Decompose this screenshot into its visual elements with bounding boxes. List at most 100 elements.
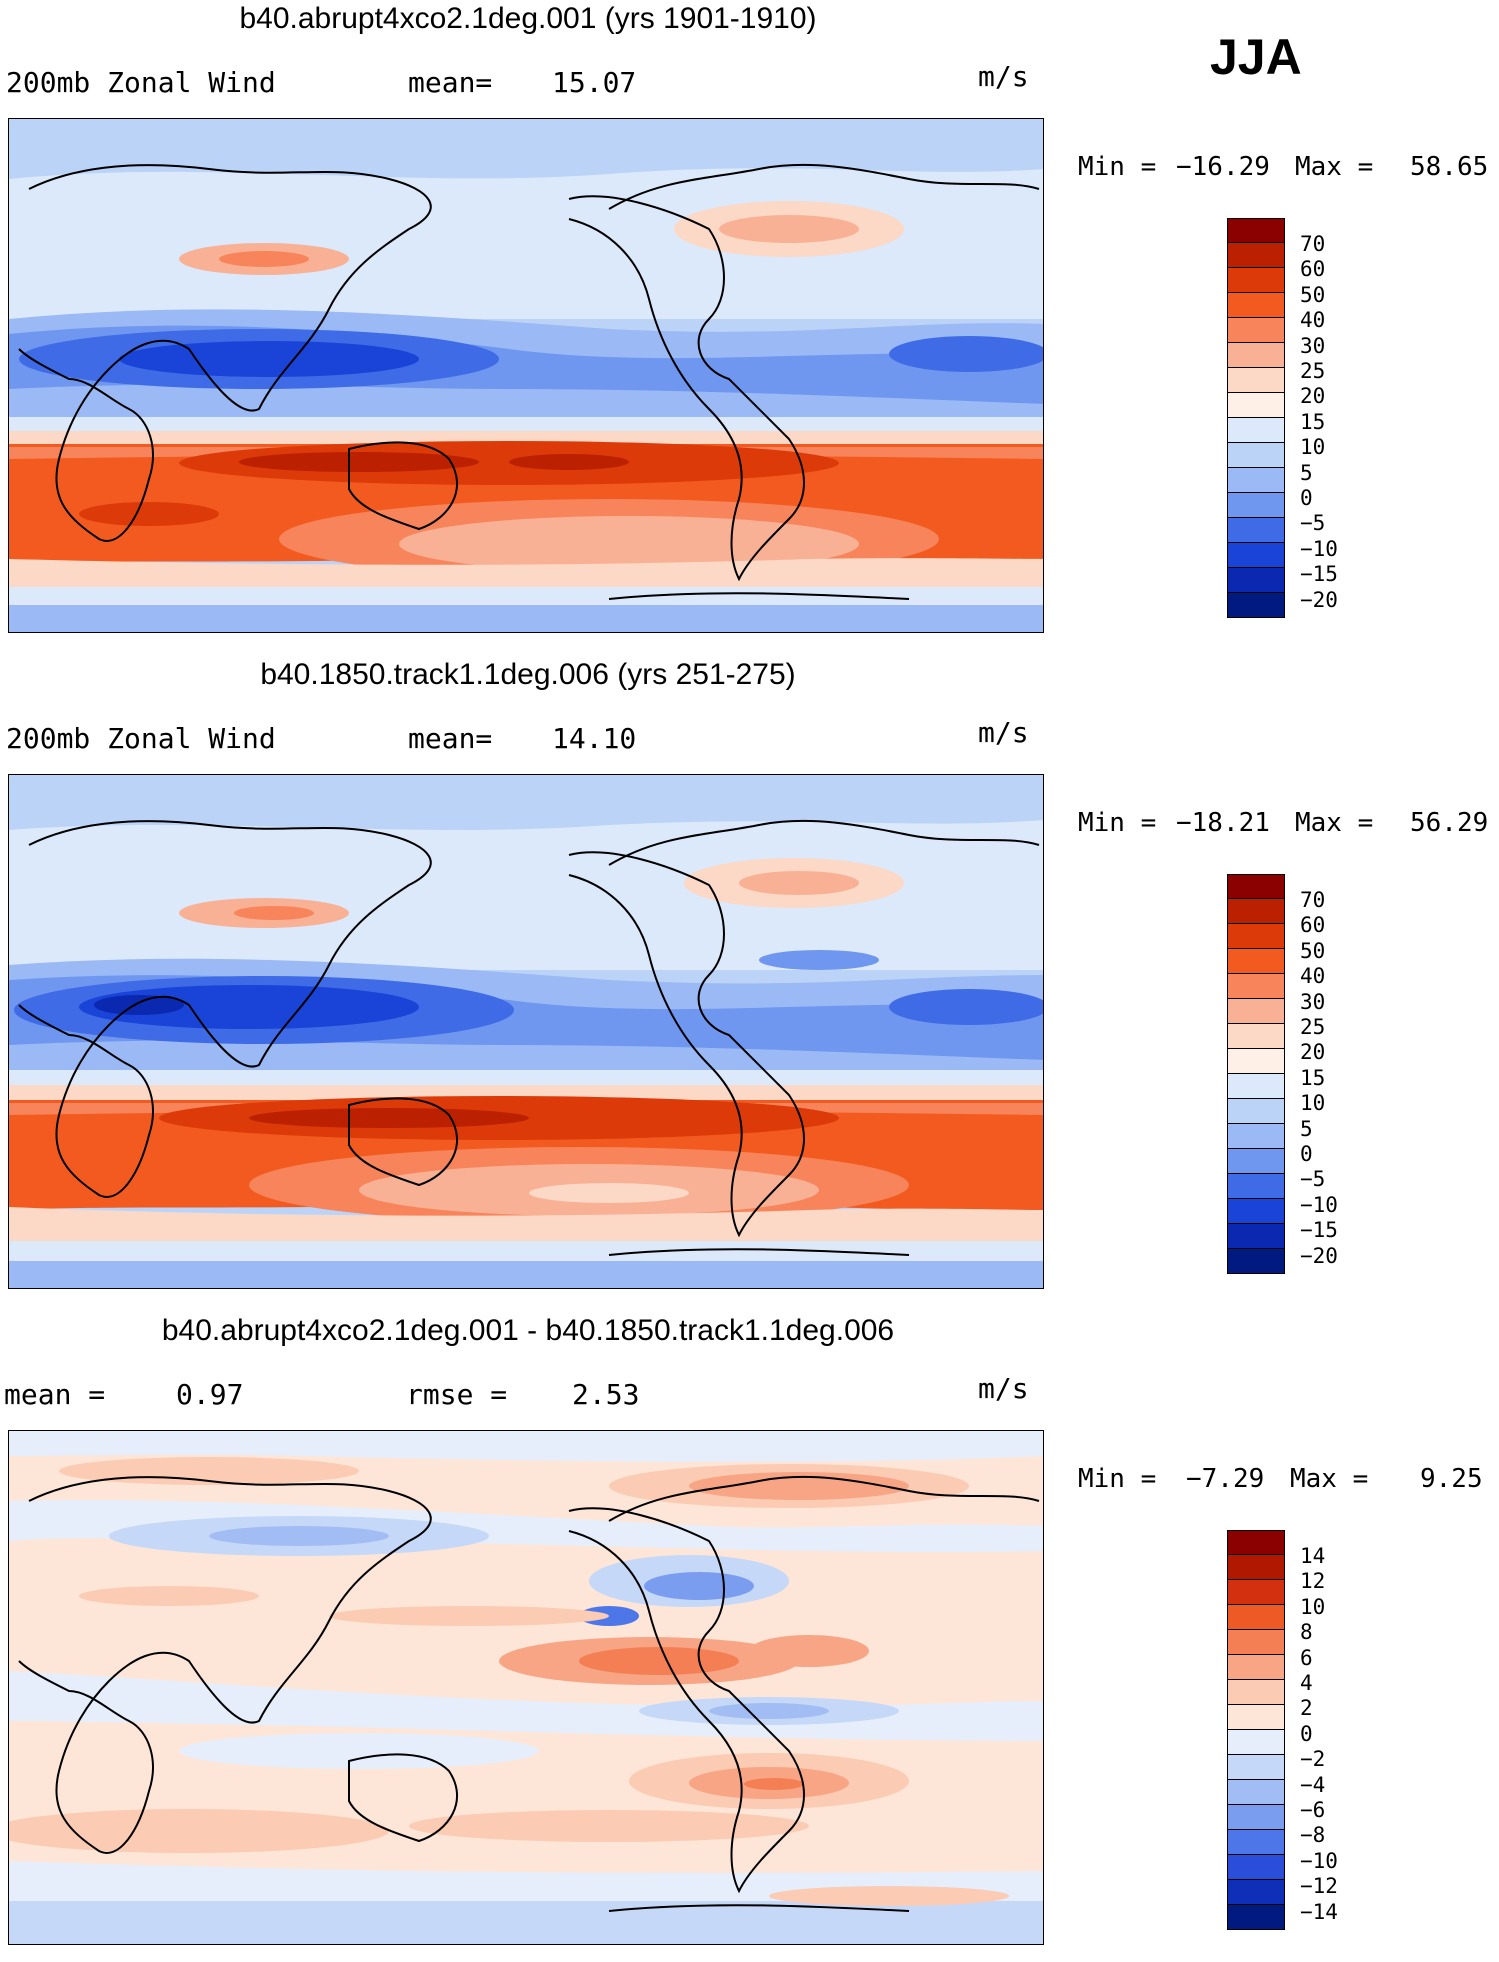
colorbar-swatch [1227,1730,1285,1755]
colorbar-swatch [1227,318,1285,343]
colorbar-swatch [1227,1024,1285,1049]
colorbar-label: 5 [1300,1116,1313,1141]
colorbar-label: −10 [1300,1848,1338,1873]
map-abrupt4xco2 [8,118,1044,633]
panel1-mean-value: 15.07 [552,66,637,99]
panel3-mean-label: mean = [4,1378,106,1411]
colorbar-swatch [1227,293,1285,318]
colorbar-swatch [1227,1805,1285,1830]
panel3-units: m/s [978,1372,1029,1405]
colorbar-swatch [1227,1555,1285,1580]
colorbar-label: 40 [1300,308,1326,333]
colorbar-label: −10 [1300,536,1338,561]
colorbar-label: 70 [1300,888,1326,912]
colorbar-swatch [1227,1530,1285,1555]
panel1-max-label: Max = [1295,152,1374,182]
colorbar-swatch [1227,899,1285,924]
panel1-max-value: 58.65 [1410,152,1489,182]
colorbar-label: 10 [1300,1594,1326,1619]
colorbar-label: 2 [1300,1696,1313,1721]
colorbar-swatch [1227,1149,1285,1174]
colorbar-label: 4 [1300,1671,1313,1695]
colorbar-label: 70 [1300,232,1326,256]
panel2-colorbar [1227,874,1285,1274]
colorbar-label: −12 [1300,1874,1338,1899]
colorbar-swatch [1227,1074,1285,1099]
panel3-min-label: Min = [1078,1464,1157,1494]
panel1-title: b40.abrupt4xco2.1deg.001 (yrs 1901-1910) [239,2,817,35]
colorbar-label: 0 [1300,1142,1313,1166]
colorbar-swatch [1227,1655,1285,1680]
colorbar-swatch [1227,1174,1285,1199]
colorbar-label: −6 [1300,1798,1326,1822]
colorbar-label: 0 [1300,1721,1313,1746]
colorbar-label: 20 [1300,1040,1326,1065]
colorbar-swatch [1227,1124,1285,1149]
colorbar-swatch [1227,268,1285,293]
colorbar-label: 50 [1300,938,1326,963]
colorbar-label: 30 [1300,333,1326,358]
colorbar-swatch [1227,1249,1285,1274]
colorbar-label: 25 [1300,359,1326,383]
colorbar-label: −2 [1300,1747,1326,1772]
colorbar-label: 10 [1300,435,1326,460]
panel2-max-value: 56.29 [1410,808,1489,838]
colorbar-label: −4 [1300,1772,1326,1797]
colorbar-swatch [1227,1855,1285,1880]
panel1-colorbar [1227,218,1285,618]
colorbar-label: 6 [1300,1645,1313,1670]
colorbar-label: −14 [1300,1899,1338,1924]
colorbar-label: 50 [1300,282,1326,307]
colorbar-swatch [1227,443,1285,468]
colorbar-swatch [1227,1705,1285,1730]
panel3-mean-value: 0.97 [176,1378,244,1411]
colorbar-label: −5 [1300,1167,1326,1192]
panel2-units: m/s [978,716,1029,749]
colorbar-label: 8 [1300,1620,1313,1645]
panel1-min-value: −16.29 [1176,152,1270,182]
panel2-mean-value: 14.10 [552,722,637,755]
colorbar-swatch [1227,418,1285,443]
panel3-max-value: 9.25 [1420,1464,1483,1494]
panel2-min-label: Min = [1078,808,1157,838]
colorbar-label: −15 [1300,1218,1338,1243]
colorbar-swatch [1227,543,1285,568]
colorbar-label: 60 [1300,257,1326,282]
colorbar-swatch [1227,1880,1285,1905]
colorbar-swatch [1227,1099,1285,1124]
map-difference [8,1430,1044,1945]
colorbar-swatch [1227,343,1285,368]
colorbar-swatch [1227,999,1285,1024]
colorbar-swatch [1227,974,1285,999]
colorbar-swatch [1227,924,1285,949]
season-label: JJA [1210,29,1302,85]
colorbar-label: 14 [1300,1544,1326,1568]
colorbar-swatch [1227,393,1285,418]
colorbar-swatch [1227,518,1285,543]
colorbar-swatch [1227,874,1285,899]
colorbar-label: −10 [1300,1192,1338,1217]
colorbar-swatch [1227,218,1285,243]
panel3-title: b40.abrupt4xco2.1deg.001 - b40.1850.trac… [161,1314,895,1347]
panel2-variable-label: 200mb Zonal Wind [6,722,276,755]
colorbar-label: −8 [1300,1823,1326,1848]
map-1850-control [8,774,1044,1289]
colorbar-label: 25 [1300,1015,1326,1039]
panel3-min-value: −7.29 [1186,1464,1265,1494]
colorbar-swatch [1227,1830,1285,1855]
panel2-mean-label: mean= [408,722,493,755]
colorbar-label: 12 [1300,1569,1326,1594]
colorbar-swatch [1227,568,1285,593]
colorbar-label: 30 [1300,989,1326,1014]
colorbar-label: 10 [1300,1091,1326,1116]
colorbar-swatch [1227,493,1285,518]
panel2-title: b40.1850.track1.1deg.006 (yrs 251-275) [260,658,796,691]
colorbar-swatch [1227,243,1285,268]
colorbar-swatch [1227,1680,1285,1705]
panel2-max-label: Max = [1295,808,1374,838]
colorbar-label: 15 [1300,409,1326,434]
colorbar-swatch [1227,468,1285,493]
colorbar-swatch [1227,1905,1285,1930]
panel1-mean-label: mean= [408,66,493,99]
colorbar-label: 15 [1300,1065,1326,1090]
